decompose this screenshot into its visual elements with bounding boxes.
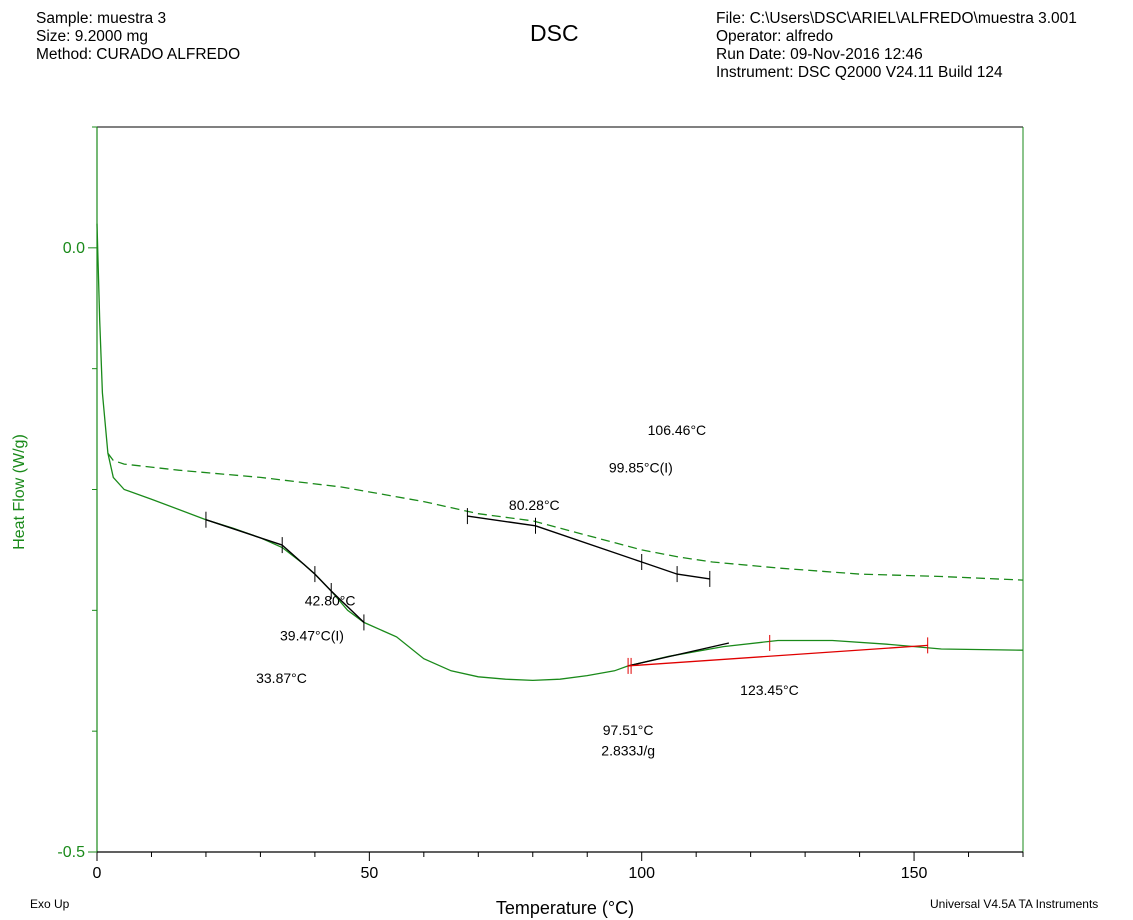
tangent-line (627, 642, 730, 667)
plot-frame (97, 126, 1024, 852)
integration-baseline (628, 644, 928, 667)
x-tick-label: 150 (901, 865, 928, 882)
annotation-label: 80.28°C (509, 497, 560, 513)
operator-label: Operator: alfredo (716, 28, 834, 45)
tangent-line (535, 525, 710, 580)
sample-label: Sample: muestra 3 (36, 10, 167, 27)
annotation-label: 33.87°C (256, 670, 307, 686)
y-tick-label: -0.5 (57, 844, 85, 861)
x-tick-label: 100 (628, 865, 655, 882)
tangent-line (467, 515, 536, 527)
annotation-label: 99.85°C(I) (609, 460, 673, 476)
annotation-label: 97.51°C (603, 722, 654, 738)
y-axis-label: Heat Flow (W/g) (11, 434, 28, 550)
annotation-label: 42.80°C (305, 593, 356, 609)
software-label: Universal V4.5A TA Instruments (930, 897, 1099, 911)
annotations: 106.46°C 99.85°C(I) 80.28°C 42.80°C 39.47°C(… (256, 422, 799, 758)
x-tick-label: 50 (360, 865, 378, 882)
curves (96, 223, 1024, 682)
exo-up-label: Exo Up (30, 897, 70, 911)
annotation-label: 106.46°C (648, 422, 707, 438)
analysis-lines (205, 508, 929, 674)
x-axis-label: Temperature (°C) (496, 898, 634, 918)
axes: 0 50 100 150 0.0 -0.5 (57, 126, 1024, 882)
annotation-label: 2.833J/g (601, 742, 655, 758)
dashed-curve (107, 452, 1024, 581)
size-label: Size: 9.2000 mg (36, 28, 149, 45)
method-label: Method: CURADO ALFREDO (36, 46, 241, 63)
run-info: File: C:\Users\DSC\ARIEL\ALFREDO\muestra… (716, 10, 1077, 82)
annotation-label: 39.47°C(I) (280, 628, 344, 644)
sample-info: Sample: muestra 3 Size: 9.2000 mg Method… (36, 10, 240, 64)
solid-curve (96, 223, 1024, 682)
tangent-line (281, 544, 365, 623)
run-date-label: Run Date: 09-Nov-2016 12:46 (716, 46, 923, 63)
file-label: File: C:\Users\DSC\ARIEL\ALFREDO\muestra… (716, 10, 1077, 27)
y-tick-label: 0.0 (63, 240, 85, 257)
tangent-line (205, 519, 283, 546)
instrument-label: Instrument: DSC Q2000 V24.11 Build 124 (716, 64, 1003, 81)
page-title: DSC (530, 20, 579, 46)
x-tick-label: 0 (93, 865, 102, 882)
annotation-label: 123.45°C (740, 682, 799, 698)
